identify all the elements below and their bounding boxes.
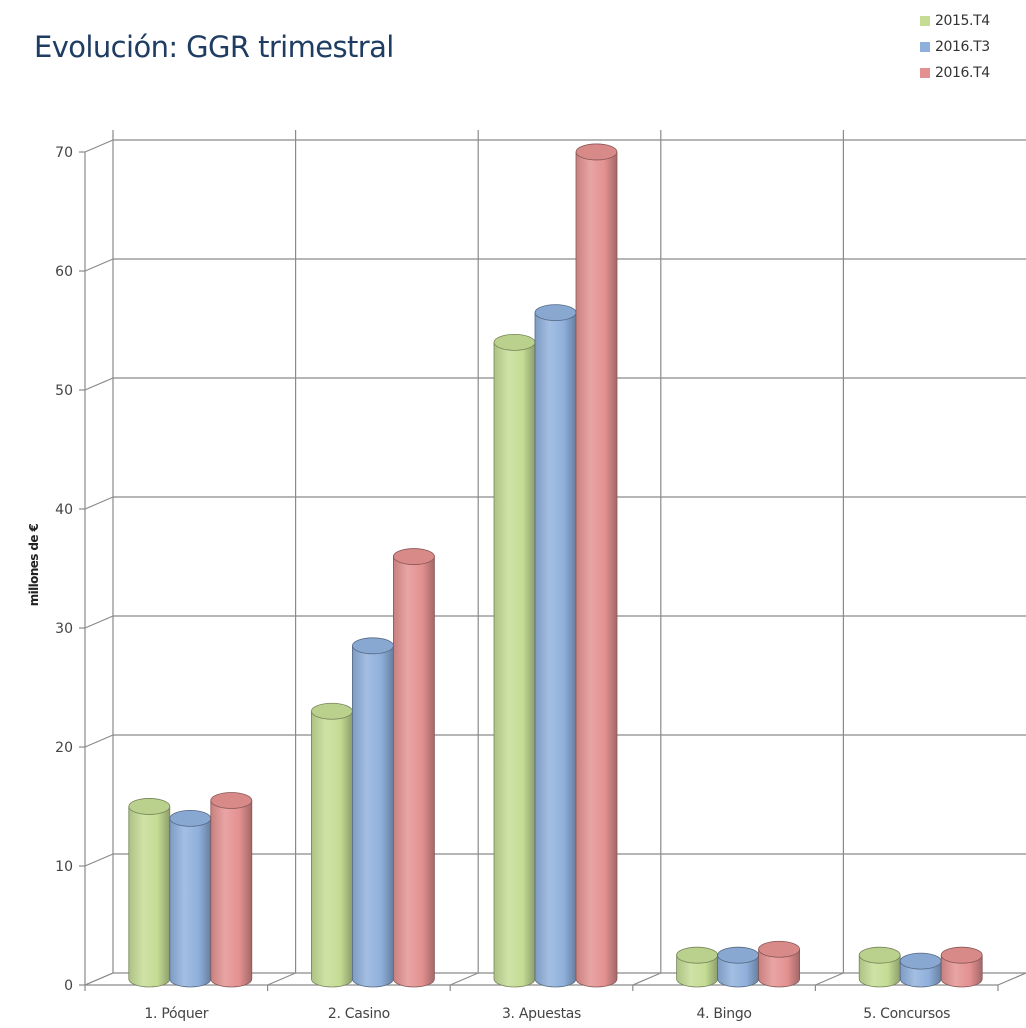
- x-tick-label: 4. Bingo: [696, 1006, 751, 1022]
- bar-top: [676, 946, 718, 964]
- bar: [351, 637, 394, 988]
- bar-top: [858, 946, 901, 964]
- floor-divider: [449, 972, 479, 986]
- legend-swatch: [920, 16, 930, 26]
- bars: [128, 143, 983, 988]
- bar: [575, 143, 618, 988]
- bar-top: [758, 940, 800, 958]
- y-grid-side: [84, 734, 114, 748]
- bar: [310, 702, 353, 988]
- bar: [858, 946, 901, 988]
- bar-body: [393, 556, 435, 988]
- bar: [534, 304, 577, 988]
- bar-top: [534, 304, 577, 322]
- bar-body: [169, 817, 212, 988]
- floor-left-edge: [84, 972, 114, 986]
- bar-body: [676, 954, 718, 988]
- bar-body: [940, 954, 983, 988]
- bar-top: [210, 792, 253, 809]
- bar-top: [310, 702, 353, 720]
- legend-label: 2015.T4: [935, 13, 990, 29]
- bar-top: [169, 809, 212, 827]
- bar-top: [392, 548, 435, 565]
- y-grid-side: [84, 496, 114, 510]
- bar-top: [940, 946, 983, 964]
- x-axis-labels: 1. Póquer 2. Casino 3. Apuestas 4. Bingo 5. …: [144, 1006, 950, 1022]
- y-grid-side: [84, 615, 114, 629]
- bar-body: [210, 800, 253, 988]
- bar-top: [128, 798, 171, 815]
- y-axis-ticks: 0 10 20 30 40 50 60 70: [55, 145, 73, 994]
- bar-top: [899, 952, 942, 970]
- bar: [493, 333, 536, 988]
- legend: 2015.T4 2016.T3 2016.T4: [920, 8, 990, 86]
- bar-body: [493, 341, 536, 988]
- legend-item: 2016.T3: [920, 34, 990, 60]
- bar-body: [128, 806, 171, 988]
- legend-item: 2016.T4: [920, 60, 990, 86]
- bar-body: [311, 710, 353, 988]
- bar: [940, 946, 983, 988]
- bar: [392, 548, 435, 988]
- bar: [899, 952, 942, 988]
- y-tick-label: 50: [55, 383, 73, 399]
- y-axis-label: millones de €: [27, 523, 41, 606]
- y-tick-label: 30: [55, 621, 73, 637]
- x-tick-label: 5. Concursos: [863, 1006, 950, 1022]
- y-grid-side: [84, 853, 114, 867]
- y-tick-label: 10: [55, 859, 73, 875]
- legend-swatch: [920, 42, 930, 52]
- legend-swatch: [920, 68, 930, 78]
- x-tick-label: 2. Casino: [328, 1006, 390, 1022]
- bar-top: [575, 143, 618, 161]
- floor-divider: [632, 972, 662, 986]
- chart-title: Evolución: GGR trimestral: [34, 30, 394, 64]
- bar: [210, 792, 253, 988]
- bar-body: [858, 954, 901, 988]
- y-grid-side: [84, 139, 114, 153]
- bar-body: [575, 151, 618, 988]
- bar: [128, 798, 171, 988]
- x-tick-label: 1. Póquer: [144, 1006, 208, 1022]
- legend-label: 2016.T4: [935, 65, 990, 81]
- bar: [676, 946, 718, 988]
- y-grid-side: [84, 258, 114, 272]
- y-grid-side: [84, 377, 114, 391]
- legend-item: 2015.T4: [920, 8, 990, 34]
- legend-label: 2016.T3: [935, 39, 990, 55]
- y-tick-label: 20: [55, 740, 73, 756]
- bar-body: [758, 948, 800, 988]
- bar-top: [351, 637, 394, 655]
- bar-top: [717, 946, 759, 964]
- x-tick-label: 3. Apuestas: [502, 1006, 581, 1022]
- y-tick-label: 40: [55, 502, 73, 518]
- floor-divider: [997, 972, 1026, 986]
- y-tick-label: 70: [55, 145, 73, 161]
- floor-divider: [267, 972, 296, 986]
- bar-body: [352, 645, 394, 988]
- y-tick-label: 0: [64, 978, 73, 994]
- bar-body: [717, 954, 759, 988]
- bar: [169, 809, 212, 988]
- floor-divider: [815, 972, 844, 986]
- bar: [758, 940, 800, 988]
- bar: [717, 946, 759, 988]
- bar-top: [493, 333, 536, 351]
- bar-body: [534, 312, 577, 988]
- y-tick-label: 60: [55, 264, 73, 280]
